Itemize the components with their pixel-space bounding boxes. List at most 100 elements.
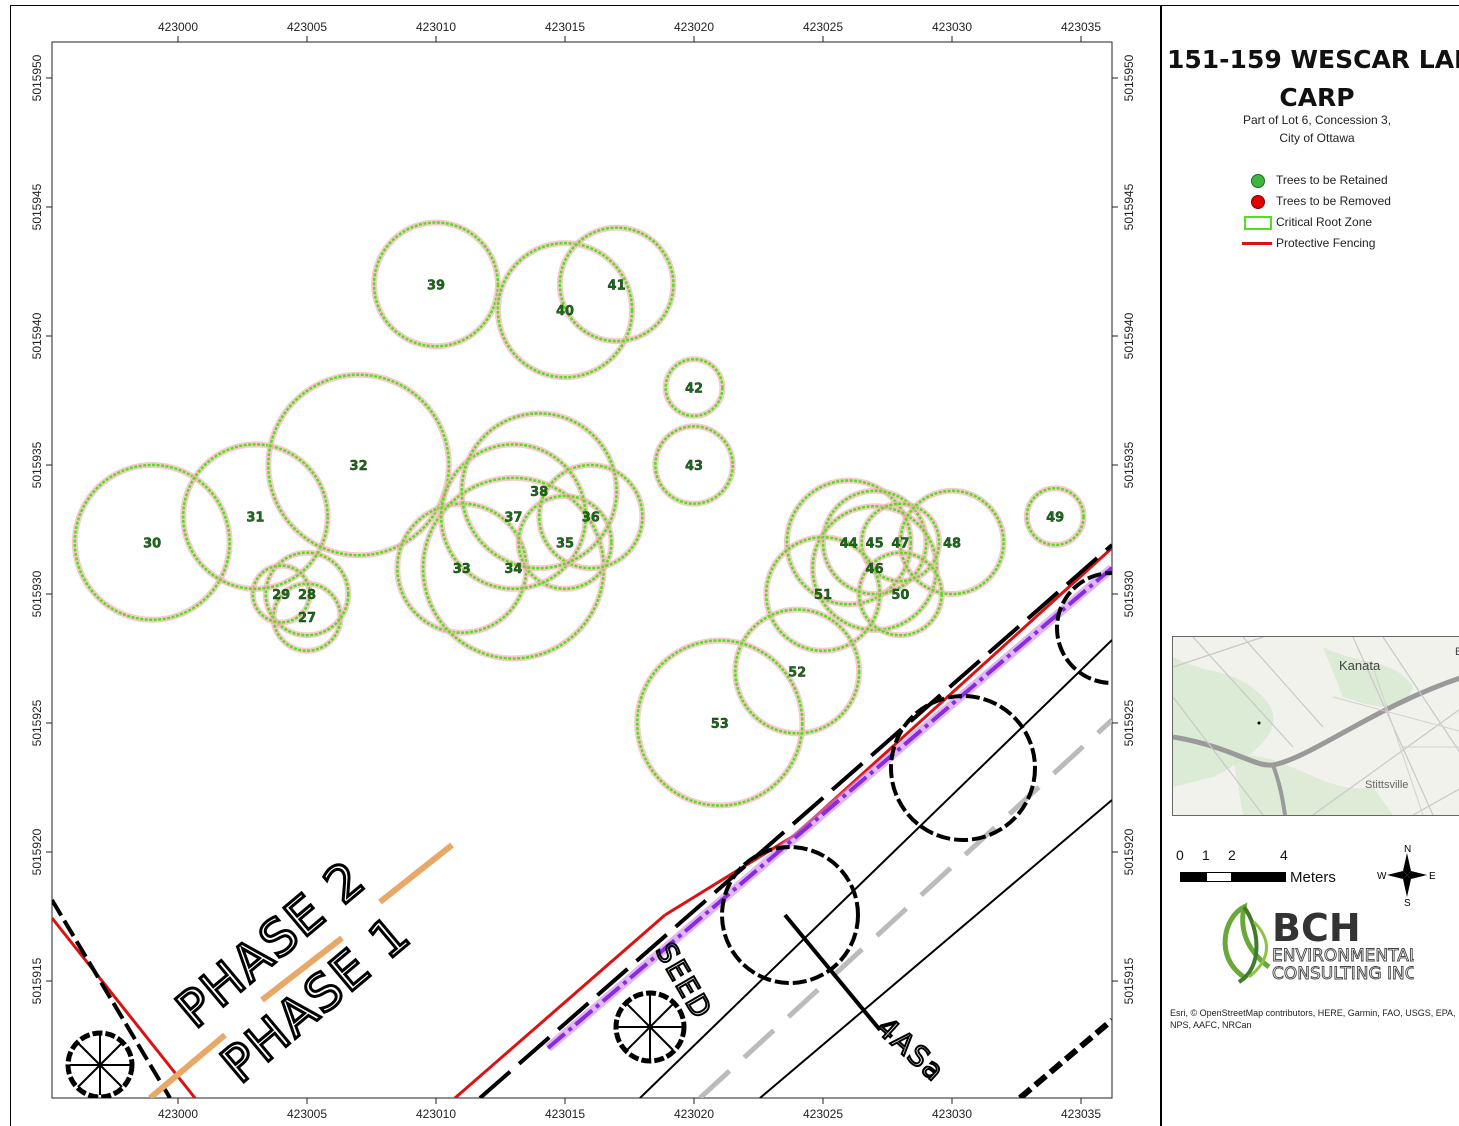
x-tick-label-bottom: 423020: [674, 1107, 714, 1121]
x-tick-label-top: 423005: [287, 20, 327, 34]
scale-bar: 0 1 2 4 Meters: [1176, 847, 1380, 897]
critical-root-zone-circle[interactable]: [860, 502, 941, 583]
y-tick-label-left: 5015925: [30, 699, 44, 746]
inset-locator-map[interactable]: Kanata Stittsville E: [1172, 636, 1459, 816]
critical-root-zone-circle[interactable]: [764, 535, 882, 653]
critical-root-zones: [71, 219, 1087, 809]
tree-id-label[interactable]: 42: [685, 381, 703, 397]
tree-id-label[interactable]: 46: [865, 562, 884, 577]
map-canvas[interactable]: 423000 423005 423010 423015 423020 423025 4230…: [0, 0, 1160, 1126]
title-line-2: CARP: [1279, 83, 1355, 112]
y-tick-label-left: 5015945: [30, 183, 44, 230]
y-tick-label-left: 5015920: [30, 828, 44, 875]
title-line-1: 151-159 WESCAR LANE: [1167, 45, 1459, 74]
critical-root-zone-circle[interactable]: [734, 608, 861, 735]
green-square-outline-icon: [1242, 214, 1272, 230]
inset-label-stittsville: Stittsville: [1365, 779, 1408, 791]
logo-line-2: CONSULTING INC.: [1272, 964, 1414, 984]
critical-root-zone-circle[interactable]: [635, 639, 804, 807]
critical-root-zone-circle[interactable]: [785, 479, 912, 606]
critical-root-zone-circle[interactable]: [251, 564, 311, 624]
tree-id-label[interactable]: 37: [504, 510, 522, 526]
scale-unit: Meters: [1290, 869, 1336, 886]
critical-root-zone-circle[interactable]: [439, 443, 587, 591]
tree-id-label[interactable]: 52: [788, 665, 806, 680]
tree-id-label[interactable]: 39: [427, 278, 445, 293]
x-tick-label-bottom: 423000: [158, 1107, 198, 1121]
tree-id-label[interactable]: 48: [943, 536, 961, 551]
tree-id-label[interactable]: 53: [711, 717, 729, 732]
green-dot-icon: [1242, 172, 1272, 188]
critical-root-zone-circle[interactable]: [654, 425, 734, 505]
tree-id-label[interactable]: 49: [1046, 510, 1064, 526]
legend-item-retained: Trees to be Retained: [1242, 169, 1391, 190]
x-ticks-bottom: 423000 423005 423010 423015 423020 423025 4230…: [158, 1098, 1101, 1121]
tree-labels: 27 28 29 30 31 32 33 34 35 36 37 38 39 40 41 42 43 44 45 46…: [143, 278, 1064, 732]
critical-root-zone-circle[interactable]: [537, 463, 644, 570]
critical-root-zone-circle[interactable]: [664, 357, 724, 418]
red-dot-icon: [1242, 193, 1272, 209]
north-e: E: [1429, 871, 1436, 882]
tree-id-label[interactable]: 51: [814, 588, 832, 603]
north-w: W: [1377, 871, 1387, 882]
x-tick-label-top: 423035: [1061, 20, 1101, 34]
x-tick-label-bottom: 423030: [932, 1107, 972, 1121]
x-tick-label-bottom: 423010: [416, 1107, 456, 1121]
tree-id-label[interactable]: 34: [504, 562, 522, 577]
tree-id-label[interactable]: 28: [298, 588, 316, 603]
north-arrow: N S E W: [1377, 843, 1437, 909]
x-ticks-top: 423000 423005 423010 423015 423020 423025 4230…: [158, 20, 1101, 42]
tree-id-label[interactable]: 47: [891, 536, 909, 551]
tree-id-label[interactable]: 31: [246, 510, 264, 526]
tree-id-label[interactable]: 36: [582, 510, 600, 526]
tree-id-label[interactable]: 45: [865, 536, 884, 551]
tree-id-label[interactable]: 30: [143, 536, 161, 551]
critical-root-zone-circle[interactable]: [558, 226, 675, 343]
critical-root-zone-circle[interactable]: [1025, 486, 1085, 547]
logo-line-1: ENVIRONMENTAL: [1272, 946, 1414, 966]
tree-id-label[interactable]: 38: [530, 485, 548, 500]
bch-logo: BCH ENVIRONMENTAL CONSULTING INC.: [1214, 897, 1422, 987]
critical-root-zone-circle[interactable]: [811, 505, 938, 632]
y-tick-label-right: 5015925: [1122, 699, 1136, 746]
north-s: S: [1404, 898, 1411, 907]
critical-root-zone-circle[interactable]: [857, 551, 943, 637]
y-tick-label-left: 5015930: [30, 570, 44, 617]
tree-id-label[interactable]: 41: [607, 278, 626, 293]
y-tick-label-left: 5015935: [30, 441, 44, 488]
critical-root-zone-circle[interactable]: [267, 373, 451, 557]
critical-root-zone-circle[interactable]: [372, 221, 500, 348]
inset-label-edge: E: [1455, 646, 1459, 658]
legend-label: Critical Root Zone: [1276, 214, 1373, 229]
y-tick-label-left: 5015950: [30, 54, 44, 101]
critical-root-zone-circle[interactable]: [264, 551, 350, 637]
tree-id-label[interactable]: 29: [272, 588, 290, 603]
x-tick-label-top: 423000: [158, 20, 198, 34]
tree-id-label[interactable]: 27: [298, 611, 316, 626]
inset-label-kanata: Kanata: [1339, 658, 1381, 673]
x-tick-label-top: 423025: [803, 20, 843, 34]
map-subtitle: Part of Lot 6, Concession 3, City of Ott…: [1167, 111, 1459, 147]
critical-root-zone-circle[interactable]: [899, 489, 1005, 596]
tree-id-label[interactable]: 32: [349, 459, 368, 474]
x-tick-label-top: 423020: [674, 20, 714, 34]
red-line-icon: [1242, 235, 1272, 251]
legend-label: Trees to be Retained: [1276, 172, 1388, 187]
critical-root-zone-circle[interactable]: [73, 463, 231, 622]
tree-id-label[interactable]: 40: [556, 304, 574, 319]
critical-root-zone-circle[interactable]: [496, 241, 634, 379]
tree-id-label[interactable]: 43: [685, 459, 703, 474]
scale-tick: 2: [1228, 847, 1236, 863]
critical-root-zone-circle[interactable]: [517, 494, 613, 591]
critical-root-zone-circle[interactable]: [181, 443, 329, 591]
subtitle-line-2: City of Ottawa: [1279, 131, 1355, 145]
y-tick-label-right: 5015915: [1122, 957, 1136, 1004]
critical-root-zone-circle[interactable]: [460, 412, 618, 570]
tree-id-label[interactable]: 35: [556, 536, 574, 551]
tree-id-label[interactable]: 44: [840, 536, 858, 551]
tree-id-label[interactable]: 33: [453, 562, 471, 577]
legend-item-crz: Critical Root Zone: [1242, 211, 1391, 232]
tree-id-label[interactable]: 50: [891, 588, 909, 603]
y-tick-label-right: 5015930: [1122, 570, 1136, 617]
wheel-symbol-center: [613, 990, 687, 1064]
